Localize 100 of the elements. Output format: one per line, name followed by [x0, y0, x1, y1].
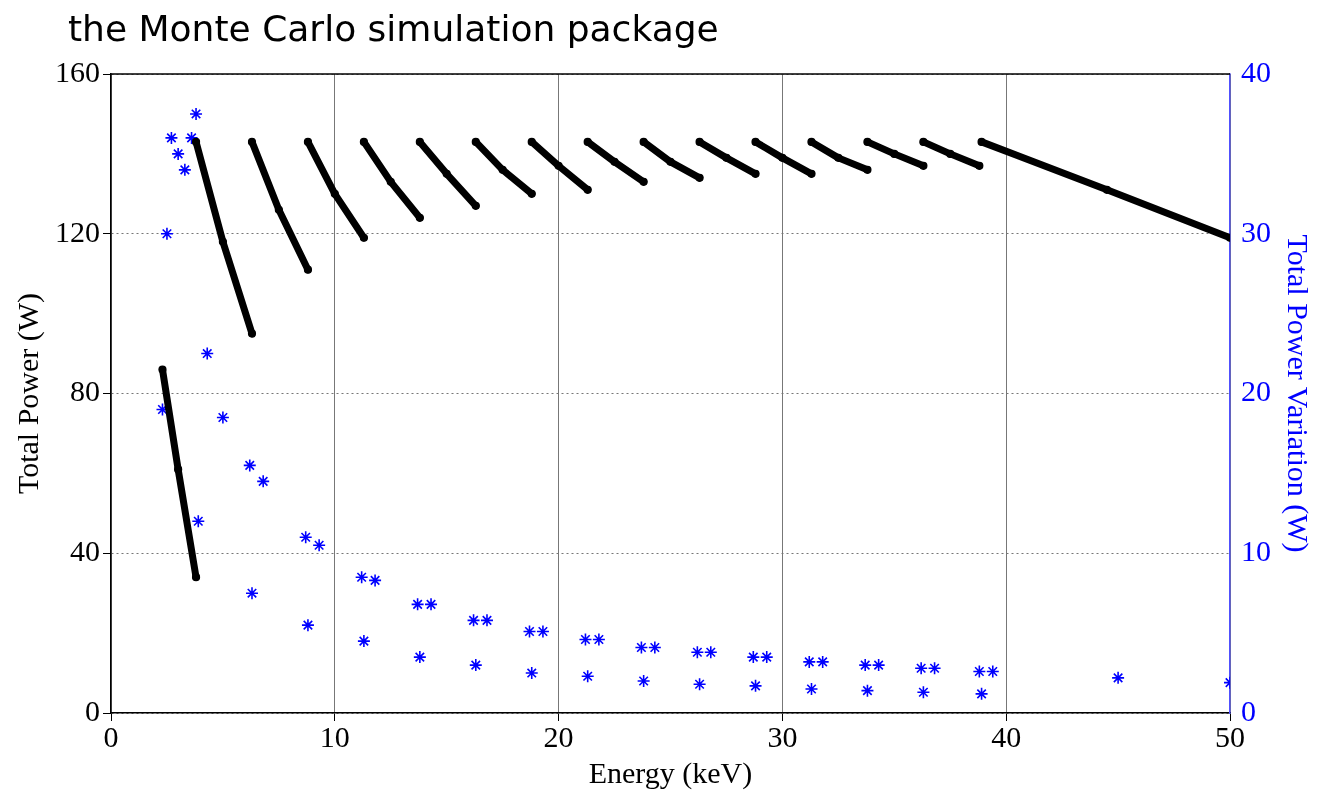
point — [972, 664, 987, 679]
point — [636, 674, 651, 688]
point — [471, 201, 480, 210]
point — [778, 153, 787, 162]
point — [919, 161, 928, 170]
y-tick-label: 40 — [70, 534, 100, 568]
point — [871, 658, 886, 672]
point — [974, 687, 989, 701]
x-tick-label: 20 — [543, 719, 574, 753]
chart-title: the Monte Carlo simulation package — [67, 8, 720, 49]
point — [191, 514, 206, 529]
y-tick-label: 80 — [70, 374, 100, 408]
point — [703, 645, 718, 660]
point — [158, 365, 167, 374]
point — [184, 131, 199, 145]
point — [695, 173, 704, 182]
point — [424, 597, 438, 612]
point — [807, 137, 816, 146]
point — [522, 624, 537, 639]
point — [386, 177, 395, 186]
point — [975, 161, 984, 170]
point — [1111, 671, 1125, 685]
point — [916, 685, 931, 700]
point — [648, 640, 662, 655]
y-tick-label: 0 — [85, 693, 100, 727]
y-tick-label: 160 — [55, 54, 100, 88]
point — [759, 650, 774, 664]
point — [303, 137, 313, 146]
point — [247, 137, 257, 146]
point — [368, 573, 382, 588]
point — [580, 669, 595, 684]
point — [301, 618, 315, 632]
point — [298, 530, 313, 545]
x-tick-label: 40 — [991, 719, 1022, 753]
point — [247, 329, 257, 338]
point — [357, 634, 371, 648]
point — [171, 147, 185, 161]
point — [666, 157, 675, 166]
y2-tick-label: 30 — [1241, 214, 1271, 248]
point — [834, 153, 843, 162]
point — [927, 661, 942, 676]
point — [610, 157, 619, 166]
point — [634, 640, 649, 655]
point — [303, 265, 313, 274]
point — [359, 137, 368, 146]
point — [498, 165, 507, 174]
point — [354, 570, 369, 585]
point — [751, 169, 760, 178]
point — [527, 189, 536, 198]
point — [860, 683, 875, 698]
point — [415, 213, 424, 222]
point — [178, 163, 192, 177]
point — [583, 185, 592, 194]
point — [189, 107, 203, 121]
point — [639, 177, 648, 186]
point — [415, 137, 424, 146]
point — [442, 169, 451, 178]
point — [191, 573, 201, 582]
point — [985, 664, 1000, 679]
point — [890, 149, 899, 158]
point — [330, 189, 339, 198]
point — [578, 632, 593, 647]
point — [695, 137, 704, 146]
point — [245, 586, 259, 600]
y2-tick-label: 10 — [1241, 534, 1271, 568]
point — [242, 458, 257, 473]
point — [256, 474, 270, 489]
point — [748, 679, 763, 693]
point — [413, 650, 427, 664]
point — [639, 137, 648, 146]
y-tick-label: 120 — [55, 214, 100, 248]
x-tick-label: 10 — [319, 719, 350, 753]
point — [524, 666, 539, 680]
point — [468, 658, 483, 672]
point — [471, 137, 480, 146]
point — [554, 161, 563, 170]
point — [480, 613, 494, 628]
x-axis-title: Energy (keV) — [588, 755, 753, 790]
point — [359, 233, 368, 242]
point — [858, 658, 873, 672]
point — [1102, 185, 1112, 194]
point — [815, 655, 830, 669]
y2-axis-title: Total Power Variation (W) — [1281, 234, 1316, 553]
point — [174, 465, 183, 474]
point — [804, 682, 819, 696]
point — [692, 677, 707, 692]
y2-tick-label: 40 — [1241, 54, 1271, 88]
point — [751, 137, 760, 146]
point — [946, 149, 955, 158]
point — [863, 137, 872, 146]
point — [690, 645, 705, 660]
point — [200, 346, 215, 361]
point — [977, 137, 986, 146]
point — [863, 165, 872, 174]
point — [164, 131, 179, 145]
point — [583, 137, 592, 146]
point — [216, 410, 230, 425]
point — [466, 613, 481, 628]
point — [592, 632, 606, 647]
point — [410, 597, 425, 612]
